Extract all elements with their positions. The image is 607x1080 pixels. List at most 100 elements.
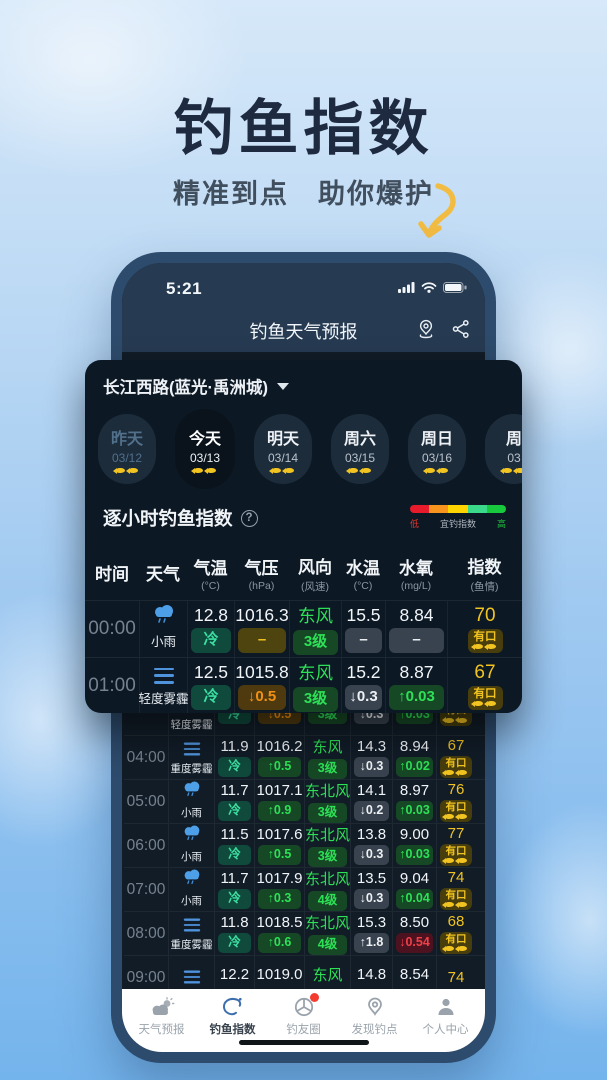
pressure-badge: ↑0.6 [258, 933, 301, 953]
legend-high-label: 高 [496, 519, 506, 529]
day-tab-date: 03/12 [111, 451, 143, 465]
oxygen-value: 8.54 [399, 966, 430, 983]
day-tabs: 昨天 03/12 今天 03/13 明天 03/14 周六 03/15 周日 0… [98, 406, 522, 492]
index-value: 70 [474, 604, 496, 626]
legend-low-label: 低 [410, 519, 420, 529]
weather-cell: 轻度雾霾 [139, 658, 189, 713]
temp-badge: 冷 [218, 889, 251, 909]
day-tab-sunday[interactable]: 周日 03/16 [408, 414, 466, 484]
day-tab-next[interactable]: 周 03 [485, 414, 522, 484]
temp-badge: 冷 [218, 845, 251, 865]
column-unit: (hPa) [248, 580, 275, 592]
water-temp-value: 15.2 [346, 662, 381, 683]
fish-icon [454, 901, 467, 908]
curved-arrow-icon [416, 182, 462, 245]
wind-badge: 3级 [293, 687, 338, 712]
weather-label: 轻度雾霾 [170, 719, 213, 731]
pressure-badge: ↑0.5 [258, 845, 301, 865]
column-header: 风向 [298, 557, 332, 577]
oxygen-badge: ↑0.02 [396, 757, 433, 777]
water-temp-badge: ↓0.3 [354, 845, 389, 865]
page-subtitle: 精准到点 助你爆护 [173, 179, 434, 209]
day-tab-saturday[interactable]: 周六 03/15 [331, 414, 389, 484]
water-temp-value: 13.8 [356, 826, 387, 844]
day-tab-yesterday[interactable]: 昨天 03/12 [98, 414, 156, 484]
weather-tab-icon [149, 996, 175, 1018]
tab-label: 钓鱼指数 [209, 1024, 256, 1036]
oxygen-value: 8.50 [399, 914, 430, 932]
weather-label: 重度雾霾 [170, 939, 213, 951]
forecast-card: 长江西路(蓝光·禹洲城) 昨天 03/12 今天 03/13 明天 03/14 … [85, 360, 522, 713]
share-icon[interactable] [451, 319, 471, 344]
day-tab-date: 03/13 [189, 451, 221, 465]
water-temp-value: 13.5 [356, 870, 387, 888]
water-temp-badge: ↓0.3 [354, 757, 389, 777]
index-legend: 低 宜钓指数 高 [410, 505, 506, 530]
day-tab-label: 昨天 [110, 431, 143, 448]
wind-value: 东风 [298, 606, 333, 627]
bite-badge: 有口 [440, 931, 472, 955]
fish-pair-icon [470, 643, 496, 650]
status-time: 5:21 [166, 279, 203, 298]
map-pin-icon[interactable] [415, 318, 437, 345]
index-value: 77 [447, 824, 465, 842]
index-value: 68 [447, 912, 465, 930]
nav-bar: 钓鱼天气预报 [122, 313, 485, 349]
hourly-row: 06:00 小雨 11.5 冷 1017.6 ↑0.5 东北风 3级 13.8 ↓0.3… [124, 823, 485, 867]
fish-icon [483, 643, 496, 650]
weather-label: 小雨 [181, 807, 202, 819]
time-cell: 05:00 [126, 792, 166, 810]
day-tab-date: 03/15 [344, 451, 376, 465]
water-temp-badge: ↓0.2 [354, 801, 389, 821]
fish-icon [190, 467, 203, 474]
fish-icon [441, 769, 454, 776]
haze-icon [183, 968, 200, 984]
bite-badge: 有口 [440, 887, 472, 911]
day-tab-today[interactable]: 今天 03/13 [175, 409, 235, 489]
weather-cell: 小雨 [168, 868, 214, 911]
fish-pair-icon [441, 901, 467, 908]
hourly-section-title: 逐小时钓鱼指数 [103, 508, 233, 529]
temp-value: 11.5 [220, 826, 249, 844]
rain-icon [181, 869, 202, 890]
home-indicator[interactable] [238, 1040, 369, 1045]
column-unit: (°C) [353, 580, 373, 592]
water-temp-badge: ↓0.3 [354, 889, 389, 909]
fish-icon [454, 857, 467, 864]
hourly-row: 09:00 12.2 1019.0 东风 14.8 8.54 74 [124, 955, 485, 999]
day-tab-date: 03/16 [421, 451, 453, 465]
day-tab-label: 周 [505, 431, 522, 448]
location-selector[interactable]: 长江西路(蓝光·禹洲城) [103, 374, 289, 398]
water-temp-badge: – [345, 628, 382, 653]
bite-badge: 有口 [440, 843, 472, 867]
fishing-index-tab-icon [221, 996, 245, 1018]
bite-badge: 有口 [467, 628, 503, 654]
haze-icon [153, 666, 174, 686]
tab-item-profile[interactable]: 个人中心 [410, 996, 481, 1052]
day-tab-tomorrow[interactable]: 明天 03/14 [254, 414, 312, 484]
fish-icon [454, 717, 467, 724]
index-value: 76 [447, 780, 465, 798]
tab-item-spots[interactable]: 发现钓点 [339, 996, 410, 1052]
status-bar: 5:21 [122, 279, 485, 299]
tab-item-moments[interactable]: 钓友圈 [268, 993, 339, 1052]
pressure-value: 1015.8 [235, 662, 289, 683]
tab-label: 钓友圈 [286, 1024, 321, 1036]
tab-item-weather[interactable]: 天气预报 [126, 996, 197, 1052]
rain-icon [181, 781, 202, 802]
weather-label: 重度雾霾 [170, 763, 213, 775]
pressure-value: 1017.1 [256, 782, 303, 800]
rain-icon [151, 604, 177, 629]
temp-badge: 冷 [218, 801, 251, 821]
help-icon[interactable]: ? [240, 509, 258, 527]
oxygen-badge: ↑0.04 [396, 889, 433, 909]
pressure-value: 1016.2 [256, 738, 303, 756]
fish-icon [435, 467, 448, 474]
wind-badge: 3级 [308, 847, 347, 867]
tab-item-fishing-index[interactable]: 钓鱼指数 [197, 996, 268, 1052]
water-temp-value: 14.3 [356, 738, 387, 756]
index-value: 67 [447, 736, 465, 754]
tab-label: 天气预报 [138, 1024, 185, 1036]
fish-pair-icon [422, 467, 448, 474]
weather-cell: 小雨 [168, 824, 214, 867]
